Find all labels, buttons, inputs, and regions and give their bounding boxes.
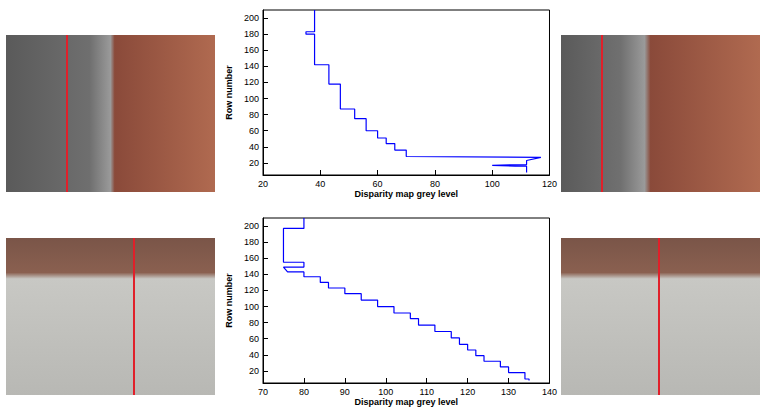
svg-text:100: 100 xyxy=(244,94,259,104)
svg-text:110: 110 xyxy=(420,387,434,397)
svg-text:100: 100 xyxy=(244,302,259,312)
svg-text:120: 120 xyxy=(542,179,557,189)
svg-text:90: 90 xyxy=(340,387,350,397)
svg-text:80: 80 xyxy=(249,318,259,328)
svg-text:160: 160 xyxy=(244,45,259,55)
svg-text:40: 40 xyxy=(249,142,259,152)
svg-text:100: 100 xyxy=(485,179,500,189)
svg-text:140: 140 xyxy=(244,61,259,71)
svg-text:140: 140 xyxy=(542,387,557,397)
svg-text:200: 200 xyxy=(244,221,259,231)
svg-text:Disparity map grey level: Disparity map grey level xyxy=(354,397,458,407)
svg-text:160: 160 xyxy=(244,253,259,263)
svg-text:60: 60 xyxy=(249,334,259,344)
svg-text:70: 70 xyxy=(258,387,268,397)
svg-text:130: 130 xyxy=(501,387,516,397)
svg-text:120: 120 xyxy=(244,285,259,295)
svg-text:20: 20 xyxy=(249,158,259,168)
svg-text:200: 200 xyxy=(244,13,259,23)
svg-text:180: 180 xyxy=(244,237,259,247)
svg-text:80: 80 xyxy=(249,110,259,120)
svg-text:80: 80 xyxy=(299,387,309,397)
svg-text:Row number: Row number xyxy=(224,65,234,120)
svg-text:40: 40 xyxy=(315,179,325,189)
svg-text:60: 60 xyxy=(249,126,259,136)
svg-text:60: 60 xyxy=(373,179,383,189)
svg-text:20: 20 xyxy=(249,366,259,376)
svg-text:120: 120 xyxy=(244,77,259,87)
svg-text:140: 140 xyxy=(244,269,259,279)
svg-text:20: 20 xyxy=(258,179,268,189)
svg-text:Row number: Row number xyxy=(224,273,234,328)
svg-text:Disparity map grey level: Disparity map grey level xyxy=(354,189,458,199)
svg-text:100: 100 xyxy=(378,387,393,397)
svg-text:180: 180 xyxy=(244,29,259,39)
svg-text:40: 40 xyxy=(249,350,259,360)
svg-text:80: 80 xyxy=(430,179,440,189)
svg-text:120: 120 xyxy=(460,387,475,397)
